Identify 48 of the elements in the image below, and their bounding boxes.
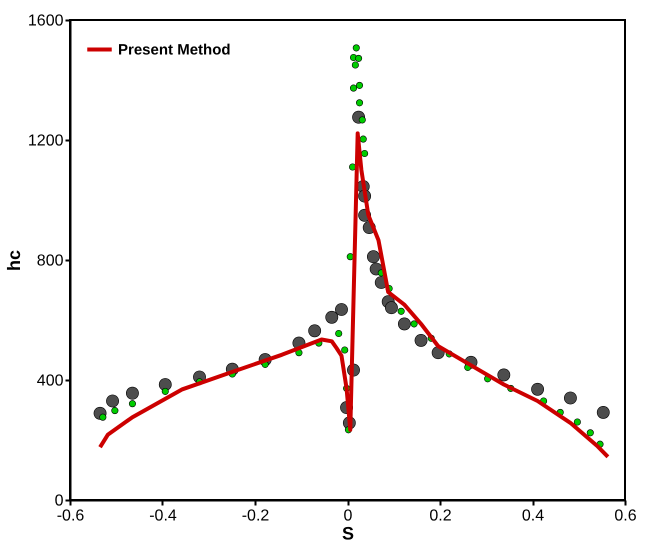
x-tick-label: -0.4 xyxy=(149,508,177,524)
y-tick-label: 800 xyxy=(36,252,64,270)
line-series xyxy=(98,131,610,459)
point xyxy=(355,54,362,62)
point xyxy=(99,414,106,421)
point xyxy=(162,388,169,395)
point xyxy=(356,99,364,106)
x-tick-label: 0 xyxy=(344,508,353,524)
x-axis-title: S xyxy=(342,524,354,544)
x-tick-label: -0.2 xyxy=(242,508,270,524)
point xyxy=(341,346,348,354)
point xyxy=(366,250,380,264)
point xyxy=(352,44,360,52)
legend-label: Present Method xyxy=(118,42,231,58)
point xyxy=(111,407,118,414)
point xyxy=(414,334,428,347)
point xyxy=(352,61,359,69)
point xyxy=(410,320,418,328)
point xyxy=(335,330,342,338)
point xyxy=(158,378,172,391)
y-tick-label: 1200 xyxy=(28,132,64,150)
y-tick-label: 1600 xyxy=(28,12,64,30)
point xyxy=(350,84,358,92)
point xyxy=(497,368,510,382)
point xyxy=(596,406,610,419)
point xyxy=(574,418,581,426)
point xyxy=(325,310,338,324)
y-axis-title: hc xyxy=(4,250,24,272)
point xyxy=(360,136,367,143)
x-tick-label: 0.6 xyxy=(614,508,637,524)
point xyxy=(531,382,544,396)
x-tick-label: 0.4 xyxy=(522,508,544,524)
point xyxy=(361,150,368,158)
point xyxy=(308,324,322,338)
x-tick-label: 0.2 xyxy=(429,508,452,524)
point xyxy=(128,400,136,408)
point xyxy=(385,301,398,314)
point xyxy=(586,429,594,436)
y-tick-label: 0 xyxy=(54,492,64,510)
point xyxy=(356,82,364,89)
y-tick-label: 400 xyxy=(36,372,64,390)
point xyxy=(335,303,348,316)
point xyxy=(126,386,139,400)
point xyxy=(398,308,405,315)
x-tick-label: -0.6 xyxy=(56,508,84,524)
point xyxy=(564,392,577,404)
point xyxy=(398,317,411,330)
point xyxy=(106,394,119,408)
